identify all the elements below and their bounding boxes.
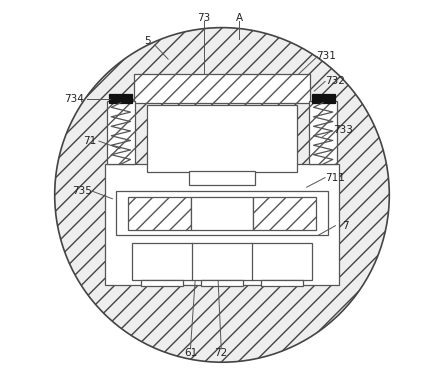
Text: 71: 71 — [83, 136, 96, 146]
Bar — [313, 94, 336, 103]
Bar — [108, 94, 131, 103]
Text: 735: 735 — [71, 186, 91, 196]
Text: 61: 61 — [184, 348, 197, 357]
Bar — [131, 243, 313, 279]
Bar — [201, 279, 243, 286]
Bar — [141, 279, 183, 286]
Text: 732: 732 — [325, 76, 345, 86]
Bar — [261, 279, 303, 286]
Bar — [309, 101, 337, 164]
Text: 5: 5 — [144, 36, 151, 46]
Text: 731: 731 — [316, 51, 336, 61]
Bar — [190, 197, 254, 230]
Text: 733: 733 — [333, 125, 353, 135]
Bar — [107, 101, 135, 164]
Circle shape — [55, 28, 389, 362]
Bar — [254, 197, 316, 230]
Text: 711: 711 — [325, 173, 345, 183]
Bar — [128, 197, 190, 230]
Bar — [147, 105, 297, 172]
Bar — [189, 171, 255, 185]
Text: 7: 7 — [342, 221, 349, 231]
Text: 73: 73 — [197, 13, 210, 23]
Bar — [105, 164, 339, 285]
Bar — [116, 191, 328, 235]
Bar — [134, 74, 310, 103]
Text: 72: 72 — [214, 348, 228, 357]
Text: A: A — [236, 13, 243, 23]
Text: 734: 734 — [64, 94, 84, 104]
